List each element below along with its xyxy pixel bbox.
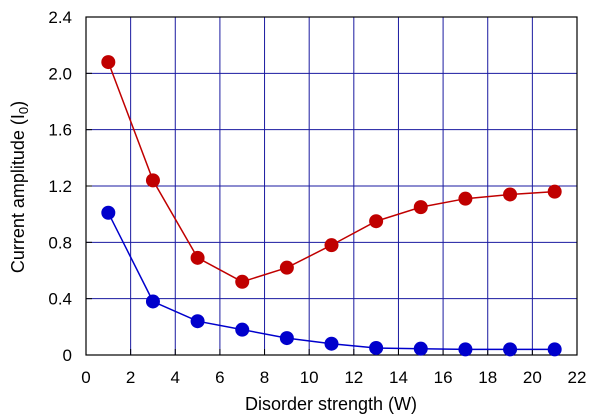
y-axis-title-main: Current amplitude (I: [8, 114, 28, 273]
x-tick-label: 14: [389, 368, 408, 387]
x-tick-label: 20: [523, 368, 542, 387]
y-axis-title: Current amplitude (I0): [8, 101, 31, 273]
x-tick-label: 16: [434, 368, 453, 387]
series-2-point: [547, 342, 562, 357]
series-1-point: [458, 191, 473, 206]
y-axis-title-close: ): [8, 101, 28, 107]
series-1-point: [369, 214, 384, 229]
x-tick-label: 8: [260, 368, 269, 387]
series-2-point: [369, 340, 384, 355]
series-group: [101, 55, 562, 357]
series-2: [101, 205, 562, 357]
y-tick-label: 1.2: [48, 177, 72, 196]
x-tick-label: 2: [126, 368, 135, 387]
series-2-point: [190, 314, 205, 329]
x-tick-label: 18: [478, 368, 497, 387]
series-2-point: [503, 342, 518, 357]
x-tick-label: 0: [81, 368, 90, 387]
series-1-point: [145, 173, 160, 188]
series-1-point: [547, 184, 562, 199]
x-tick-label: 6: [215, 368, 224, 387]
grid: [86, 17, 577, 355]
y-tick-label: 0.4: [48, 290, 72, 309]
y-tick-label: 0: [63, 346, 72, 365]
x-tick-label: 4: [171, 368, 180, 387]
series-2-point: [145, 294, 160, 309]
series-2-point: [101, 205, 116, 220]
series-1-point: [503, 187, 518, 202]
x-tick-label: 10: [300, 368, 319, 387]
x-axis-title: Disorder strength (W): [245, 394, 417, 414]
y-tick-label: 2.4: [48, 8, 72, 27]
x-tick-label: 22: [568, 368, 587, 387]
series-1-point: [324, 238, 339, 253]
y-tick-label: 0.8: [48, 233, 72, 252]
series-1: [101, 55, 562, 289]
series-1-point: [279, 260, 294, 275]
x-tick-label: 12: [344, 368, 363, 387]
series-2-point: [279, 331, 294, 346]
series-1-point: [235, 274, 250, 289]
series-1-point: [190, 250, 205, 265]
tick-labels: 0 2 4 6 8 10 12 14 16 18 20 22 0 0.4 0.8 1.2 1.6 2.0 2.4: [48, 8, 586, 387]
series-2-point: [324, 336, 339, 351]
series-2-point: [413, 341, 428, 356]
y-tick-label: 1.6: [48, 121, 72, 140]
series-2-point: [458, 342, 473, 357]
y-tick-label: 2.0: [48, 64, 72, 83]
y-axis-title-subscript: 0: [16, 107, 31, 114]
series-1-point: [413, 200, 428, 215]
series-1-point: [101, 55, 116, 70]
series-2-point: [235, 322, 250, 337]
